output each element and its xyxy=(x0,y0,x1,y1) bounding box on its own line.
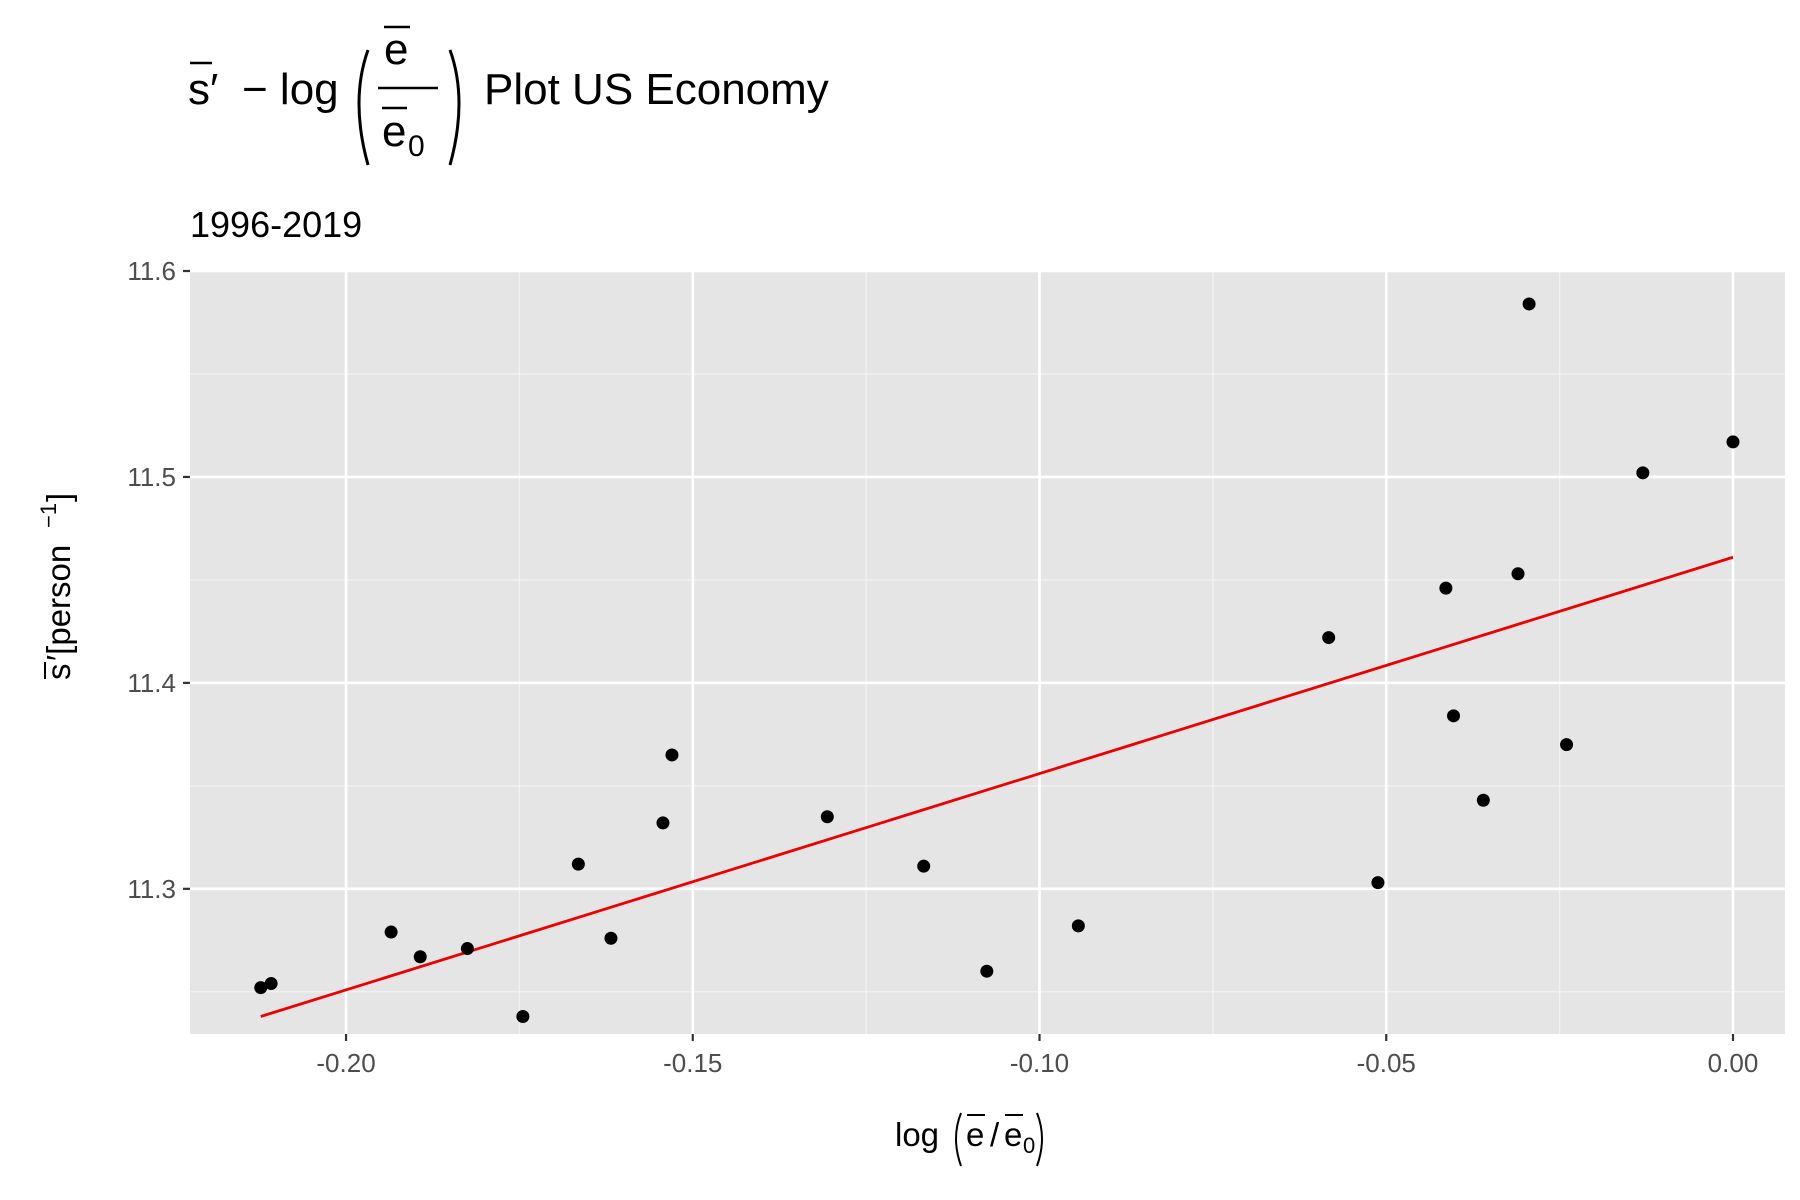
x-title-e0: e xyxy=(1004,1116,1022,1153)
x-axis-title: log e / e 0 xyxy=(895,1112,1043,1167)
y-tick-label: 11.5 xyxy=(127,462,176,492)
y-title-exponent: −1 xyxy=(36,503,61,528)
title-frac-num: e xyxy=(384,25,408,74)
data-point xyxy=(1071,919,1085,933)
x-title-log: log xyxy=(895,1116,939,1153)
y-title-s: s xyxy=(40,664,77,681)
data-point xyxy=(656,816,670,830)
minor-gridlines xyxy=(190,271,1785,1034)
data-point xyxy=(820,810,834,824)
y-tick-label: 11.4 xyxy=(127,668,176,698)
data-point xyxy=(1636,466,1650,480)
x-tick-label: -0.20 xyxy=(316,1048,375,1078)
y-tick-label: 11.6 xyxy=(127,256,176,286)
data-point xyxy=(1322,631,1336,645)
data-point xyxy=(516,1009,530,1023)
y-title-close-bracket: ] xyxy=(40,493,77,502)
title-s-prime: s′ xyxy=(188,65,218,114)
data-point xyxy=(1439,581,1453,595)
x-tick-label: -0.10 xyxy=(1010,1048,1069,1078)
data-point xyxy=(665,748,679,762)
x-title-slash: / xyxy=(990,1116,1000,1153)
chart-subtitle: 1996-2019 xyxy=(190,204,362,245)
x-tick-label: 0.00 xyxy=(1708,1048,1759,1078)
x-title-e: e xyxy=(966,1116,984,1153)
points-layer xyxy=(254,297,1740,1023)
title-frac-den-sub: 0 xyxy=(408,130,425,163)
y-axis-title: s ′[person −1 ] xyxy=(36,493,77,680)
data-point xyxy=(1522,297,1536,311)
chart-title: s′ − log e e 0 Plot US Economy xyxy=(188,25,829,166)
fit-line-layer xyxy=(260,555,1734,1018)
title-suffix: Plot US Economy xyxy=(484,65,829,114)
y-axis: 11.3 11.4 11.5 11.6 xyxy=(127,256,190,904)
data-point xyxy=(254,981,268,995)
data-point xyxy=(1560,738,1574,752)
y-tick-label: 11.3 xyxy=(127,874,176,904)
data-point xyxy=(1371,876,1385,890)
data-point xyxy=(1476,793,1490,807)
data-point xyxy=(460,942,474,956)
regression-line xyxy=(260,555,1734,1018)
x-axis: -0.20 -0.15 -0.10 -0.05 0.00 xyxy=(316,1034,1758,1078)
data-point xyxy=(1511,567,1525,581)
data-point xyxy=(917,859,931,873)
data-point xyxy=(571,857,585,871)
major-gridlines xyxy=(190,269,1785,1034)
data-point xyxy=(384,925,398,939)
data-point xyxy=(413,950,427,964)
x-title-sub0: 0 xyxy=(1023,1133,1035,1158)
data-point xyxy=(264,977,278,991)
data-point xyxy=(604,931,618,945)
x-tick-label: -0.05 xyxy=(1357,1048,1416,1078)
title-frac-den: e xyxy=(382,107,406,156)
data-point xyxy=(1447,709,1461,723)
x-tick-label: -0.15 xyxy=(663,1048,722,1078)
y-title-prime-bracket: ′[person xyxy=(40,545,77,661)
title-minus-log: − log xyxy=(242,65,339,114)
data-point xyxy=(1726,435,1740,449)
data-point xyxy=(980,964,994,978)
plot-panel xyxy=(190,271,1785,1034)
